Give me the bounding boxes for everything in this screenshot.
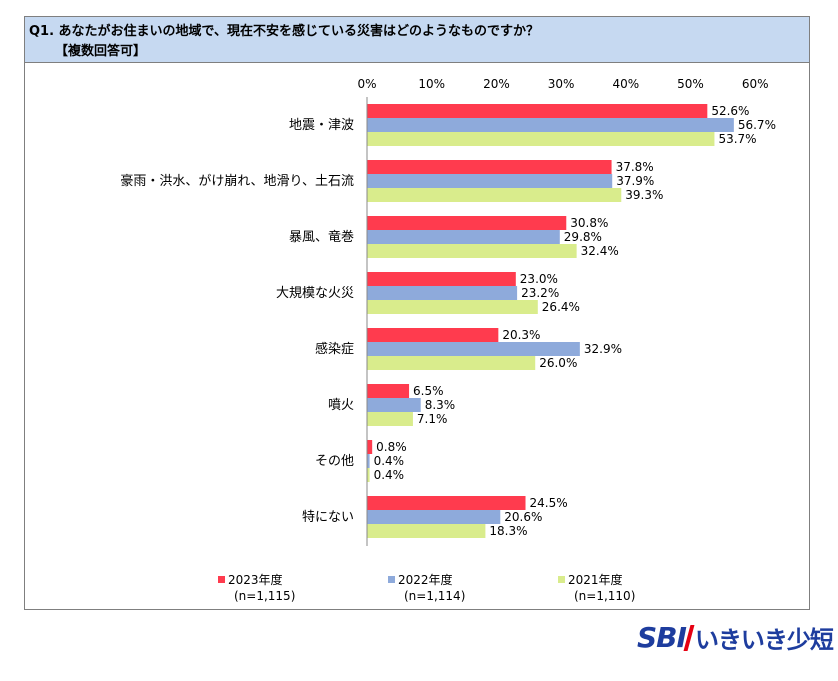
data-label: 37.8% (616, 160, 654, 174)
bar (367, 342, 580, 356)
logo-name: いきいき少短 (694, 626, 834, 654)
legend-item-2021: 2021年度 (558, 571, 623, 588)
bar (367, 300, 538, 314)
data-label: 30.8% (570, 216, 608, 230)
question-note: 【複数回答可】 (55, 44, 147, 59)
x-tick-label: 0% (357, 77, 376, 91)
bar (367, 174, 613, 188)
logo-brand: SBI (637, 621, 687, 654)
x-tick-label: 20% (483, 77, 510, 91)
bar (367, 440, 373, 454)
data-label: 32.4% (581, 244, 619, 258)
x-tick-label: 30% (548, 77, 575, 91)
x-tick-label: 60% (742, 77, 769, 91)
bar (367, 412, 413, 426)
bar (367, 230, 560, 244)
bar (367, 384, 410, 398)
data-label: 24.5% (530, 496, 568, 510)
bar (367, 216, 567, 230)
data-label: 23.2% (521, 286, 559, 300)
data-label: 7.1% (417, 412, 448, 426)
legend-swatch-2022 (388, 576, 395, 583)
bar (367, 524, 486, 538)
bar (367, 272, 516, 286)
data-label: 56.7% (738, 118, 776, 132)
x-tick-label: 50% (677, 77, 704, 91)
data-label: 26.0% (539, 356, 577, 370)
legend-item-2022: 2022年度 (388, 571, 453, 588)
category-label: 特にない (302, 510, 354, 525)
legend-item-2023: 2023年度 (218, 571, 283, 588)
legend-swatch-2023 (218, 576, 225, 583)
x-tick-label: 10% (418, 77, 445, 91)
company-logo: SBI いきいき少短 (637, 620, 834, 664)
data-label: 6.5% (413, 384, 444, 398)
legend-label-2022: 2022年度 (398, 573, 453, 587)
data-label: 39.3% (625, 188, 663, 202)
bar (367, 398, 421, 412)
legend-n-2022: (n=1,114) (404, 589, 466, 603)
bar (367, 188, 622, 202)
bar (367, 160, 612, 174)
data-label: 20.3% (502, 328, 540, 342)
bar (367, 244, 577, 258)
data-label: 18.3% (489, 524, 527, 538)
data-label: 0.4% (374, 454, 405, 468)
data-label: 32.9% (584, 342, 622, 356)
legend-swatch-2021 (558, 576, 565, 583)
legend-n-2021: (n=1,110) (574, 589, 636, 603)
question-header: Q1. あなたがお住まいの地域で、現在不安を感じている災害はどのようなものですか… (25, 17, 809, 63)
bar (367, 510, 501, 524)
bar (367, 118, 734, 132)
category-label: 大規模な火災 (276, 286, 354, 301)
data-label: 8.3% (425, 398, 456, 412)
bar (367, 286, 518, 300)
data-label: 23.0% (520, 272, 558, 286)
bar (367, 496, 526, 510)
question-text: Q1. あなたがお住まいの地域で、現在不安を感じている災害はどのようなものですか… (29, 24, 540, 39)
legend-n-2023: (n=1,115) (234, 589, 296, 603)
data-label: 0.8% (376, 440, 407, 454)
category-label: 暴風、竜巻 (289, 230, 354, 245)
data-label: 53.7% (718, 132, 756, 146)
bar (367, 132, 715, 146)
legend-label-2021: 2021年度 (568, 573, 623, 587)
category-label: 豪雨・洪水、がけ崩れ、地滑り、土石流 (120, 173, 354, 189)
data-label: 20.6% (504, 510, 542, 524)
bar (367, 104, 708, 118)
bar (367, 356, 536, 370)
bar (367, 454, 370, 468)
category-label: 噴火 (328, 398, 354, 413)
bar (367, 328, 499, 342)
data-label: 37.9% (616, 174, 654, 188)
x-tick-label: 40% (612, 77, 639, 91)
bar (367, 468, 370, 482)
data-label: 0.4% (374, 468, 405, 482)
legend-label-2023: 2023年度 (228, 573, 283, 587)
data-label: 26.4% (542, 300, 580, 314)
data-label: 29.8% (564, 230, 602, 244)
data-label: 52.6% (711, 104, 749, 118)
category-label: その他 (315, 454, 354, 469)
category-label: 感染症 (315, 341, 354, 357)
category-label: 地震・津波 (289, 118, 354, 133)
